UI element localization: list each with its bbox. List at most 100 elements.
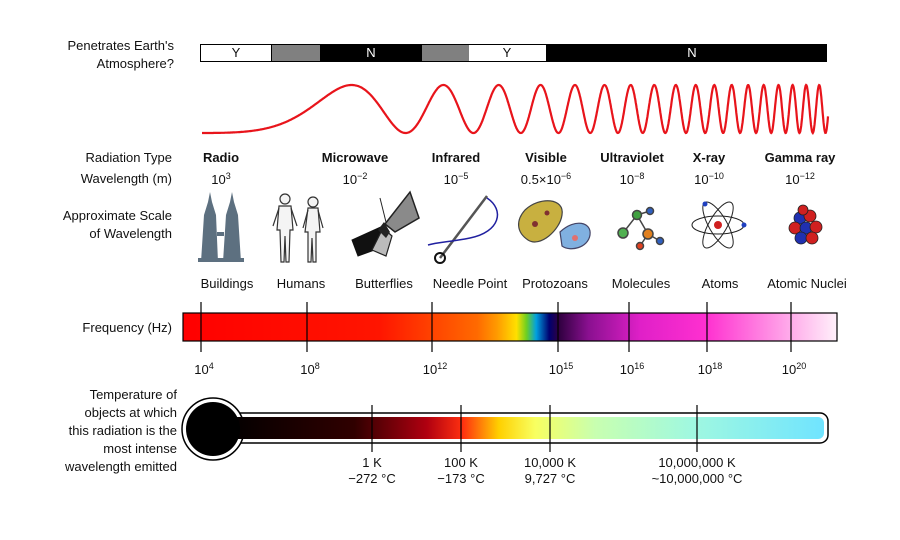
- wavelength-base: 10: [694, 172, 709, 187]
- wavelength-value: 0.5×10−6: [520, 171, 572, 188]
- scale-object-label: Buildings: [200, 276, 254, 291]
- frequency-exponent: 16: [634, 361, 645, 371]
- frequency-tick-label: 104: [194, 361, 214, 378]
- temperature-label: Temperature of objects at which this rad…: [20, 386, 177, 476]
- frequency-bar: [182, 312, 838, 342]
- radiation-type-label: Radiation Type Wavelength (m): [20, 149, 172, 188]
- atmosphere-label-y1: Y: [231, 45, 241, 60]
- wavelength-exponent: −6: [560, 171, 572, 181]
- temperature-kelvin: 1 K: [362, 455, 382, 470]
- radiation-type-name: Gamma ray: [764, 150, 836, 165]
- frequency-base: 10: [697, 362, 713, 377]
- frequency-tick-label: 108: [300, 361, 320, 378]
- frequency-base: 10: [194, 362, 209, 377]
- humans-icon: [272, 193, 324, 263]
- wavelength-base: 10: [342, 172, 358, 187]
- wavelength-value: 10−8: [619, 172, 645, 188]
- temperature-kelvin: 10,000,000 K: [658, 455, 736, 470]
- radiation-type-name: Radio: [202, 150, 240, 165]
- scale-object-label: Butterflies: [355, 276, 413, 291]
- wavelength-value: 10−5: [443, 171, 469, 188]
- temperature-kelvin: 10,000 K: [523, 455, 577, 470]
- wavelength-text: Wavelength (m): [80, 171, 172, 186]
- frequency-tick-label: 1016: [619, 361, 645, 378]
- scale-object-label: Needle Point: [432, 276, 508, 291]
- atmosphere-label-n2: N: [687, 45, 697, 60]
- scale-label: Approximate Scale of Wavelength: [20, 207, 172, 243]
- penetrates-line1: Penetrates Earth's: [67, 38, 174, 53]
- temp-line2: objects at which: [84, 405, 178, 420]
- frequency-tick-label: 1012: [422, 361, 448, 378]
- frequency-exponent: 15: [563, 361, 574, 371]
- frequency-exponent: 18: [712, 361, 723, 371]
- needle-icon: [427, 195, 499, 264]
- radiation-type-name: X-ray: [692, 150, 726, 165]
- frequency-tick-label: 1020: [781, 361, 807, 378]
- frequency-tick-lines: [200, 302, 792, 352]
- wavelength-value: 103: [211, 171, 231, 188]
- scale-line2: of Wavelength: [89, 226, 172, 241]
- butterfly-icon: [351, 190, 420, 257]
- temperature-celsius: 9,727 °C: [524, 471, 576, 486]
- temperature-celsius: −272 °C: [348, 471, 396, 486]
- atmosphere-segment-y2: [469, 45, 546, 61]
- frequency-exponent: 20: [796, 361, 807, 371]
- atmosphere-bar: [200, 44, 827, 62]
- atmosphere-segment-partial2: [422, 45, 469, 61]
- scale-line1: Approximate Scale: [62, 208, 172, 223]
- wavelength-exponent: −2: [357, 171, 368, 181]
- wavelength-base: 10: [785, 172, 800, 187]
- frequency-exponent: 4: [208, 361, 214, 371]
- frequency-exponent: 12: [437, 361, 448, 371]
- frequency-exponent: 8: [314, 361, 320, 371]
- nucleus-icon: [788, 204, 823, 245]
- temp-line5: wavelength emitted: [64, 459, 177, 474]
- penetrates-label: Penetrates Earth's Atmosphere?: [20, 37, 174, 73]
- scale-object-label: Atoms: [701, 276, 739, 291]
- thermometer: [181, 397, 829, 461]
- wavelength-value: 10−2: [342, 171, 368, 188]
- frequency-label: Frequency (Hz): [82, 320, 172, 335]
- frequency-base: 10: [781, 362, 797, 377]
- wavelength-exponent: 3: [225, 171, 231, 181]
- protozoan-icon: [518, 200, 591, 250]
- wavelength-value: 10−12: [785, 171, 815, 188]
- frequency-tick-label: 1015: [548, 361, 574, 378]
- scale-object-label: Molecules: [611, 276, 671, 291]
- molecule-icon: [617, 206, 665, 251]
- radiation-type-text: Radiation Type: [85, 150, 173, 165]
- atmosphere-segment-y1: [201, 45, 271, 61]
- penetrates-line2: Atmosphere?: [96, 56, 174, 71]
- buildings-icon: [198, 192, 244, 262]
- wavelength-base: 10: [619, 172, 635, 187]
- scale-object-label: Protozoans: [522, 276, 588, 291]
- atmosphere-label-y2: Y: [502, 45, 512, 60]
- wavelength-wave: [202, 83, 830, 135]
- wavelength-base: 0.5×10: [520, 172, 561, 187]
- temperature-kelvin: 100 K: [444, 455, 478, 470]
- radiation-type-name: Visible: [525, 150, 567, 165]
- frequency-base: 10: [422, 362, 438, 377]
- radiation-type-name: Ultraviolet: [600, 150, 664, 165]
- wavelength-exponent: −5: [458, 171, 469, 181]
- wavelength-base: 10: [211, 172, 226, 187]
- temp-line3: this radiation is the: [68, 423, 177, 438]
- frequency-base: 10: [548, 362, 564, 377]
- frequency-base: 10: [619, 362, 635, 377]
- wavelength-exponent: −12: [799, 171, 815, 181]
- temperature-celsius: −173 °C: [437, 471, 485, 486]
- scale-object-label: Humans: [276, 276, 326, 291]
- temperature-celsius: ~10,000,000 °C: [651, 471, 743, 486]
- atmosphere-segment-partial1: [272, 45, 320, 61]
- wavelength-base: 10: [443, 172, 459, 187]
- atmosphere-label-n1: N: [366, 45, 376, 60]
- temp-line1: Temperature of: [89, 387, 177, 402]
- radiation-type-name: Infrared: [431, 150, 481, 165]
- wavelength-value: 10−10: [694, 171, 724, 188]
- frequency-tick-label: 1018: [697, 361, 723, 378]
- frequency-base: 10: [300, 362, 315, 377]
- temp-line4: most intense: [103, 441, 177, 456]
- wavelength-exponent: −10: [708, 171, 724, 181]
- radiation-type-name: Microwave: [321, 150, 389, 165]
